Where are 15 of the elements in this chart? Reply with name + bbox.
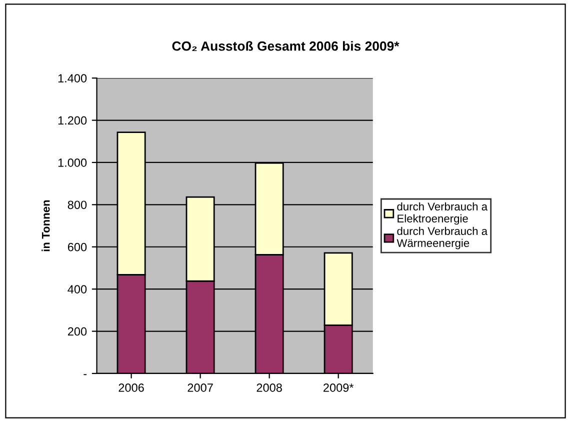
- x-tick-label: 2008: [256, 384, 282, 392]
- y-tick-label: 400: [68, 285, 87, 294]
- y-tick-label: 1.000: [58, 158, 87, 167]
- y-axis-title: in Tonnen: [42, 200, 50, 252]
- x-tick-label: 2009*: [324, 384, 354, 392]
- y-tick-label: 800: [68, 200, 87, 210]
- y-tick-label: 1.200: [58, 116, 87, 125]
- y-tick-label: 600: [68, 242, 87, 252]
- x-tick-label: 2007: [188, 384, 213, 392]
- y-tick-label: -: [84, 374, 87, 376]
- legend-label: durch Verbrauch a Wärmeenergie: [396, 226, 488, 250]
- x-tick-label: 2006: [118, 384, 144, 392]
- y-tick-label: 1.400: [58, 74, 87, 82]
- y-tick-label: 200: [68, 327, 87, 336]
- chart-title: CO₂ Ausstoß Gesamt 2006 bis 2009*: [172, 41, 400, 52]
